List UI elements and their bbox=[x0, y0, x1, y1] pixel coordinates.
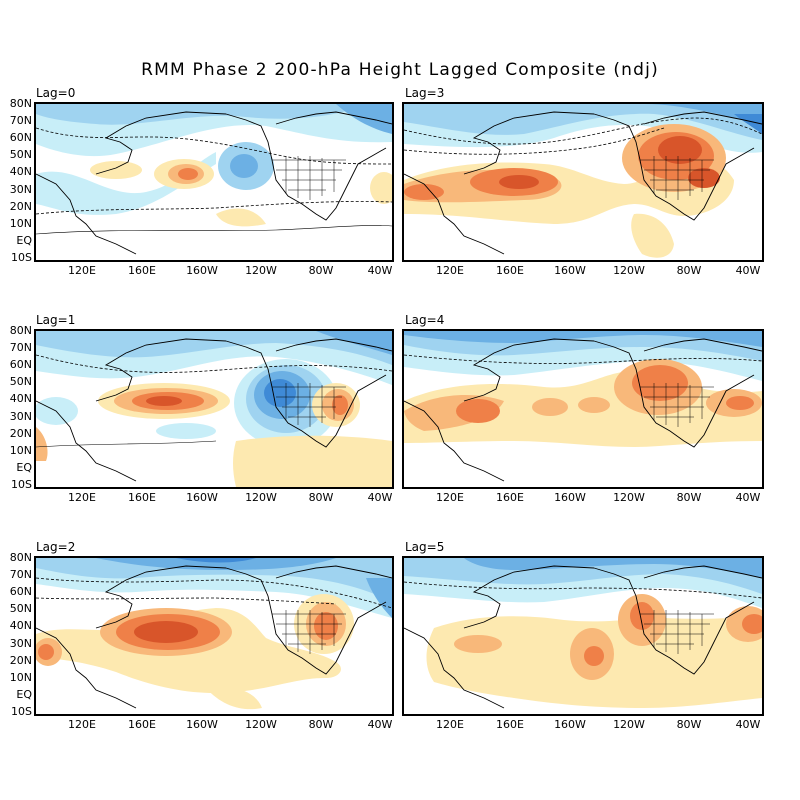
latitude-axis: 80N 70N 60N 50N 40N 30N 20N 10N EQ 10S bbox=[0, 325, 32, 495]
lat-tick: 10N bbox=[9, 444, 32, 457]
lon-tick: 120E bbox=[436, 718, 464, 731]
longitude-axis: 120E 160E 160W 120W 80W 40W bbox=[34, 491, 394, 505]
lat-tick: 10N bbox=[9, 671, 32, 684]
lat-tick: 20N bbox=[9, 654, 32, 667]
lat-tick: EQ bbox=[16, 234, 32, 247]
lat-tick: 60N bbox=[9, 358, 32, 371]
contour-map bbox=[36, 104, 392, 260]
panel-label: Lag=3 bbox=[405, 86, 445, 100]
map-lag-4 bbox=[402, 329, 764, 489]
lat-tick: 50N bbox=[9, 148, 32, 161]
lon-tick: 160W bbox=[186, 718, 218, 731]
lon-tick: 120E bbox=[68, 718, 96, 731]
lon-tick: 160W bbox=[554, 718, 586, 731]
lon-tick: 120E bbox=[436, 264, 464, 277]
lat-tick: EQ bbox=[16, 461, 32, 474]
lat-tick: 30N bbox=[9, 183, 32, 196]
lon-tick: 120W bbox=[613, 491, 645, 504]
lat-tick: 70N bbox=[9, 341, 32, 354]
longitude-axis: 120E 160E 160W 120W 80W 40W bbox=[402, 491, 764, 505]
longitude-axis: 120E 160E 160W 120W 80W 40W bbox=[402, 264, 764, 278]
lat-tick: 70N bbox=[9, 568, 32, 581]
figure-title: RMM Phase 2 200-hPa Height Lagged Compos… bbox=[141, 60, 659, 80]
panel-label: Lag=0 bbox=[36, 86, 76, 100]
latitude-axis: 80N 70N 60N 50N 40N 30N 20N 10N EQ 10S bbox=[0, 98, 32, 268]
lon-tick: 120E bbox=[436, 491, 464, 504]
lat-tick: 20N bbox=[9, 200, 32, 213]
lon-tick: 160E bbox=[496, 264, 524, 277]
lat-tick: 60N bbox=[9, 131, 32, 144]
lon-tick: 160W bbox=[554, 491, 586, 504]
lat-tick: 80N bbox=[9, 324, 32, 337]
lat-tick: 10N bbox=[9, 217, 32, 230]
lon-tick: 40W bbox=[735, 718, 761, 731]
panel-label: Lag=4 bbox=[405, 313, 445, 327]
lon-tick: 160W bbox=[554, 264, 586, 277]
lat-tick: 40N bbox=[9, 392, 32, 405]
lon-tick: 40W bbox=[367, 718, 393, 731]
lon-tick: 160E bbox=[128, 491, 156, 504]
contour-map bbox=[404, 331, 762, 487]
lon-tick: 40W bbox=[367, 491, 393, 504]
lon-tick: 160W bbox=[186, 264, 218, 277]
longitude-axis: 120E 160E 160W 120W 80W 40W bbox=[34, 264, 394, 278]
lat-tick: 10S bbox=[11, 478, 32, 491]
lon-tick: 80W bbox=[676, 264, 702, 277]
lon-tick: 160E bbox=[496, 491, 524, 504]
lon-tick: 80W bbox=[308, 491, 334, 504]
map-lag-5 bbox=[402, 556, 764, 716]
lat-tick: 10S bbox=[11, 251, 32, 264]
lon-tick: 160E bbox=[128, 264, 156, 277]
lon-tick: 160E bbox=[128, 718, 156, 731]
lat-tick: 30N bbox=[9, 637, 32, 650]
lat-tick: 80N bbox=[9, 97, 32, 110]
longitude-axis: 120E 160E 160W 120W 80W 40W bbox=[34, 718, 394, 732]
lat-tick: 40N bbox=[9, 619, 32, 632]
contour-map bbox=[36, 558, 392, 714]
lat-tick: 30N bbox=[9, 410, 32, 423]
lon-tick: 80W bbox=[676, 718, 702, 731]
map-lag-0 bbox=[34, 102, 394, 262]
lat-tick: 70N bbox=[9, 114, 32, 127]
panel-label: Lag=5 bbox=[405, 540, 445, 554]
lon-tick: 40W bbox=[367, 264, 393, 277]
lon-tick: 120W bbox=[245, 491, 277, 504]
lon-tick: 40W bbox=[735, 264, 761, 277]
contour-map bbox=[404, 104, 762, 260]
lon-tick: 120E bbox=[68, 491, 96, 504]
map-lag-1 bbox=[34, 329, 394, 489]
lon-tick: 80W bbox=[308, 718, 334, 731]
lat-tick: 40N bbox=[9, 165, 32, 178]
lat-tick: EQ bbox=[16, 688, 32, 701]
lon-tick: 80W bbox=[308, 264, 334, 277]
lon-tick: 40W bbox=[735, 491, 761, 504]
map-lag-3 bbox=[402, 102, 764, 262]
panel-label: Lag=2 bbox=[36, 540, 76, 554]
lat-tick: 60N bbox=[9, 585, 32, 598]
contour-map bbox=[36, 331, 392, 487]
lon-tick: 120W bbox=[245, 718, 277, 731]
lon-tick: 120W bbox=[613, 718, 645, 731]
lat-tick: 50N bbox=[9, 602, 32, 615]
contour-map bbox=[404, 558, 762, 714]
longitude-axis: 120E 160E 160W 120W 80W 40W bbox=[402, 718, 764, 732]
lon-tick: 120W bbox=[613, 264, 645, 277]
lat-tick: 20N bbox=[9, 427, 32, 440]
lat-tick: 80N bbox=[9, 551, 32, 564]
lon-tick: 120E bbox=[68, 264, 96, 277]
latitude-axis: 80N 70N 60N 50N 40N 30N 20N 10N EQ 10S bbox=[0, 552, 32, 722]
panel-label: Lag=1 bbox=[36, 313, 76, 327]
lon-tick: 80W bbox=[676, 491, 702, 504]
lat-tick: 10S bbox=[11, 705, 32, 718]
lat-tick: 50N bbox=[9, 375, 32, 388]
lon-tick: 120W bbox=[245, 264, 277, 277]
lon-tick: 160W bbox=[186, 491, 218, 504]
lon-tick: 160E bbox=[496, 718, 524, 731]
map-lag-2 bbox=[34, 556, 394, 716]
